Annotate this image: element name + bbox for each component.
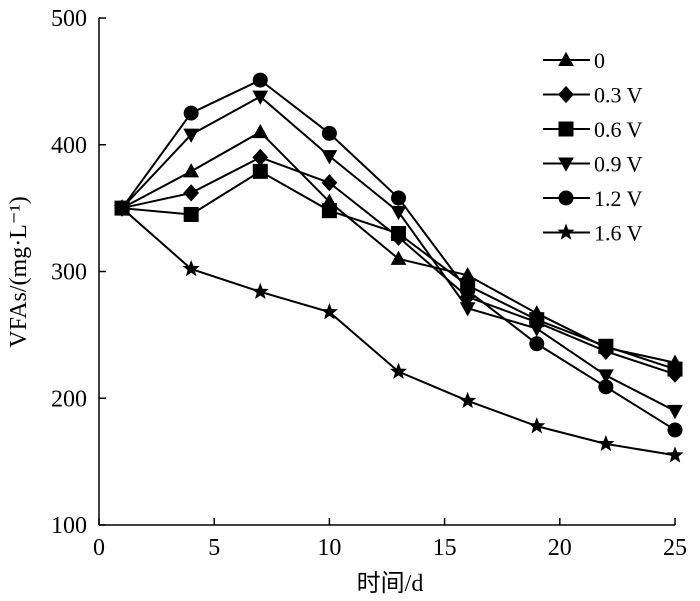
legend-label: 0 — [594, 48, 605, 73]
data-point-0-9-V — [390, 205, 407, 221]
data-point-0-9-V — [528, 322, 545, 337]
data-point-1-2-V — [529, 336, 545, 352]
y-tick-label: 500 — [51, 6, 87, 32]
legend-label: 0.9 V — [594, 152, 643, 177]
series-0-3-V — [114, 148, 683, 383]
legend-item-0: 0 — [543, 48, 605, 73]
legend-label: 0.3 V — [594, 83, 643, 108]
axes: 0 5 10 15 20 25 100 200 300 400 500 — [51, 6, 687, 561]
x-tick-label: 15 — [433, 535, 457, 561]
x-axis-title: 时间/d — [357, 570, 424, 597]
y-tick-label: 300 — [51, 260, 87, 286]
data-point-1-6-V — [666, 446, 684, 463]
data-point-0-6-V — [252, 163, 268, 179]
legend: 0 0.3 V 0.6 V 0.9 V 1.2 V 1.6 V — [543, 48, 643, 246]
data-point-1-6-V — [459, 391, 477, 409]
legend-label: 0.6 V — [594, 117, 643, 142]
data-point-0-3-V — [183, 184, 200, 202]
data-point-0-6-V — [667, 361, 683, 377]
legend-marker — [558, 51, 574, 66]
y-tick-label: 200 — [51, 386, 87, 412]
data-point-0-6-V — [321, 203, 337, 219]
x-tick-label: 10 — [317, 535, 341, 561]
legend-marker — [558, 121, 574, 137]
data-point-1-6-V — [251, 282, 269, 300]
series-1-2-V — [114, 72, 683, 438]
data-point-1-6-V — [182, 259, 200, 277]
data-point-0-6-V — [598, 338, 614, 354]
series-group — [113, 72, 684, 463]
legend-item-0-6-V: 0.6 V — [543, 117, 643, 142]
legend-marker — [558, 85, 574, 104]
data-point-0-9-V — [183, 128, 200, 143]
series-1-6-V — [113, 199, 684, 463]
data-point-1-6-V — [389, 362, 408, 379]
data-point-0-9-V — [598, 369, 614, 384]
x-tick-label: 25 — [663, 535, 687, 561]
data-point-0-6-V — [391, 225, 407, 241]
data-point-0-3-V — [321, 174, 338, 192]
x-tick-label: 0 — [93, 535, 105, 561]
data-point-0-9-V — [459, 302, 476, 317]
y-tick-label: 400 — [51, 133, 87, 159]
series-line-0 — [121, 130, 676, 364]
legend-item-1-2-V: 1.2 V — [543, 186, 643, 211]
legend-label: 1.2 V — [594, 186, 643, 211]
data-point-1-2-V — [598, 379, 614, 395]
legend-marker — [558, 190, 574, 206]
data-point-1-2-V — [252, 72, 268, 88]
data-point-0-9-V — [667, 404, 683, 420]
data-point-1-6-V — [528, 417, 546, 434]
data-point-1-2-V — [183, 105, 199, 121]
x-tick-label: 5 — [208, 535, 220, 561]
y-tick-label: 100 — [51, 513, 87, 539]
data-point-0 — [252, 123, 269, 139]
legend-marker — [557, 223, 575, 240]
data-point-0-6-V — [183, 206, 199, 222]
data-point-0-9-V — [252, 90, 269, 105]
data-point-1-2-V — [321, 125, 337, 141]
legend-item-0-3-V: 0.3 V — [543, 83, 643, 108]
data-point-1-2-V — [460, 283, 476, 299]
data-point-0 — [183, 163, 200, 178]
data-point-1-6-V — [597, 434, 615, 452]
data-point-0 — [390, 250, 407, 265]
legend-item-0-9-V: 0.9 V — [543, 152, 643, 177]
legend-marker — [558, 157, 574, 172]
legend-item-1-6-V: 1.6 V — [543, 221, 643, 246]
data-point-1-6-V — [113, 199, 131, 216]
data-point-0 — [459, 267, 476, 282]
y-axis-title: VFAs/(mg·L⁻¹) — [6, 196, 32, 347]
data-point-1-2-V — [667, 422, 683, 438]
data-point-0-9-V — [321, 150, 338, 165]
data-point-1-2-V — [391, 190, 407, 206]
x-tick-label: 20 — [548, 535, 572, 561]
data-point-0-3-V — [252, 148, 269, 167]
legend-label: 1.6 V — [594, 221, 643, 246]
data-point-1-6-V — [320, 303, 338, 320]
